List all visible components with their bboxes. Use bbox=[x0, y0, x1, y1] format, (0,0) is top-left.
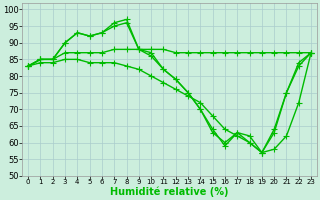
X-axis label: Humidité relative (%): Humidité relative (%) bbox=[110, 187, 229, 197]
